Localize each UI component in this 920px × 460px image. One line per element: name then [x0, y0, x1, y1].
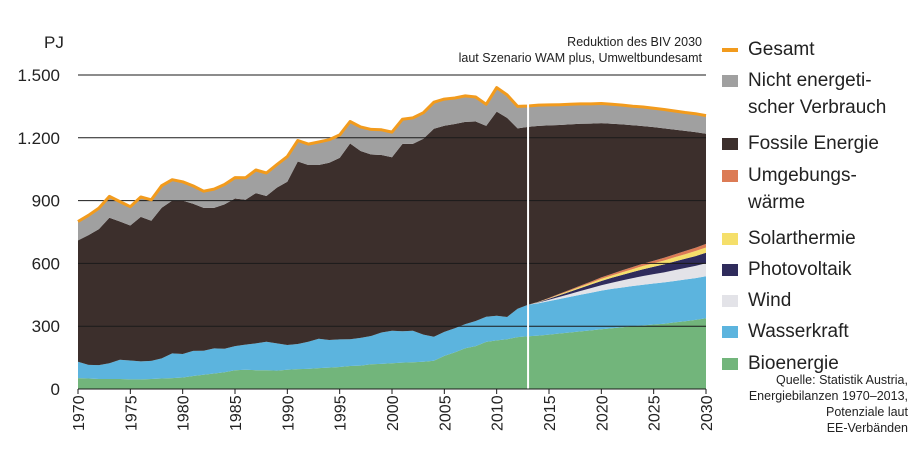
area-fossile-energie [78, 111, 706, 366]
x-tick-label: 2020 [594, 395, 611, 431]
legend-label: Gesamt [748, 39, 815, 60]
y-tick-label: 1.200 [17, 129, 60, 148]
legend-item: Gesamt [722, 36, 912, 67]
legend-swatch [722, 138, 738, 151]
x-tick-label: 2030 [699, 395, 716, 431]
x-tick-label: 1995 [333, 395, 350, 431]
legend-item: Fossile Energie [722, 130, 912, 161]
legend-item: Bioenergie [722, 350, 912, 381]
legend-label: Photovoltaik [748, 258, 852, 280]
legend-item: Photovoltaik [722, 256, 912, 287]
gridlines [78, 74, 706, 327]
legend-item: Umgebungs- wärme [722, 162, 912, 225]
legend-swatch [722, 75, 738, 88]
total-line-group [77, 86, 707, 223]
legend-label: Bioenergie [748, 352, 839, 374]
stacked-areas [78, 87, 706, 389]
x-tick-label: 2010 [490, 395, 507, 431]
x-tick-label: 2000 [385, 395, 402, 431]
y-tick-label: 0 [51, 380, 60, 399]
legend-swatch [722, 48, 738, 52]
area-bioenergie [78, 318, 706, 389]
x-tick-label: 1975 [123, 395, 140, 431]
legend-label: Umgebungs- wärme [748, 164, 857, 213]
legend-swatch [722, 232, 738, 245]
legend-swatch [722, 169, 738, 182]
x-tick-label: 2005 [437, 395, 454, 431]
legend-label: Nicht energeti- scher Verbrauch [748, 70, 887, 119]
source-note: Quelle: Statistik Austria, Energiebilanz… [748, 373, 908, 435]
legend-item: Solarthermie [722, 225, 912, 256]
legend-item: Wind [722, 287, 912, 318]
legend-swatch [722, 263, 738, 276]
legend-item: Wasserkraft [722, 318, 912, 349]
y-axis-ticks: 0 300 600 900 1.200 1.500 [17, 66, 60, 399]
x-tick-label: 1970 [71, 395, 88, 431]
legend-swatch [722, 326, 738, 339]
legend-swatch [722, 295, 738, 308]
y-tick-label: 300 [32, 317, 60, 336]
x-tick-label: 1990 [280, 395, 297, 431]
legend-label: Wasserkraft [748, 321, 849, 343]
x-tick-label: 2015 [542, 395, 559, 431]
y-axis-label: PJ [44, 33, 64, 52]
x-tick-label: 2025 [647, 395, 664, 431]
legend-item: Nicht energeti- scher Verbrauch [722, 67, 912, 130]
legend: Gesamt Nicht energeti- scher Verbrauch Fos… [722, 36, 912, 381]
legend-label: Fossile Energie [748, 133, 879, 155]
x-tick-label: 1980 [176, 395, 193, 431]
legend-swatch [722, 357, 738, 370]
y-tick-label: 1.500 [17, 66, 60, 85]
x-axis-ticks: 1970 1975 1980 1985 1990 1995 2000 2005 2010 2015… [71, 388, 716, 431]
legend-label: Solarthermie [748, 227, 856, 249]
y-tick-label: 600 [32, 254, 60, 273]
x-tick-label: 1985 [228, 395, 245, 431]
total-line [77, 86, 707, 223]
scenario-note: Reduktion des BIV 2030 laut Szenario WAM… [458, 35, 702, 65]
legend-label: Wind [748, 290, 792, 312]
y-tick-label: 900 [32, 192, 60, 211]
area-wasserkraft [78, 276, 706, 380]
